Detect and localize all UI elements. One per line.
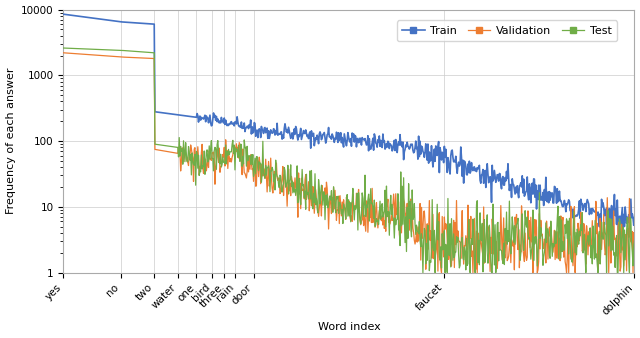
Train xyxy=(60,12,67,16)
Test xyxy=(95,47,102,51)
Validation xyxy=(60,51,67,55)
Legend: Train, Validation, Test: Train, Validation, Test xyxy=(397,20,618,42)
Train xyxy=(95,17,102,21)
Train xyxy=(615,238,623,242)
Line: Train: Train xyxy=(63,14,634,240)
Validation xyxy=(95,53,102,57)
Test xyxy=(493,222,501,226)
Test xyxy=(406,199,414,203)
Validation xyxy=(391,216,399,220)
Test xyxy=(419,271,427,275)
Validation xyxy=(493,266,501,270)
Test xyxy=(60,46,67,50)
Validation xyxy=(552,230,559,234)
Train xyxy=(493,177,500,182)
Train xyxy=(391,148,399,152)
Y-axis label: Frequency of each answer: Frequency of each answer xyxy=(6,68,15,214)
Train xyxy=(406,146,414,150)
Train xyxy=(630,216,638,220)
Test xyxy=(391,216,399,220)
Validation xyxy=(406,208,414,212)
Validation xyxy=(424,222,431,226)
X-axis label: Word index: Word index xyxy=(317,322,380,333)
Test xyxy=(552,242,559,246)
Test xyxy=(630,239,638,243)
Line: Validation: Validation xyxy=(63,53,634,273)
Train xyxy=(551,185,559,189)
Validation xyxy=(438,271,445,275)
Line: Test: Test xyxy=(63,48,634,273)
Train xyxy=(424,158,431,162)
Validation xyxy=(630,246,638,250)
Test xyxy=(424,223,432,227)
